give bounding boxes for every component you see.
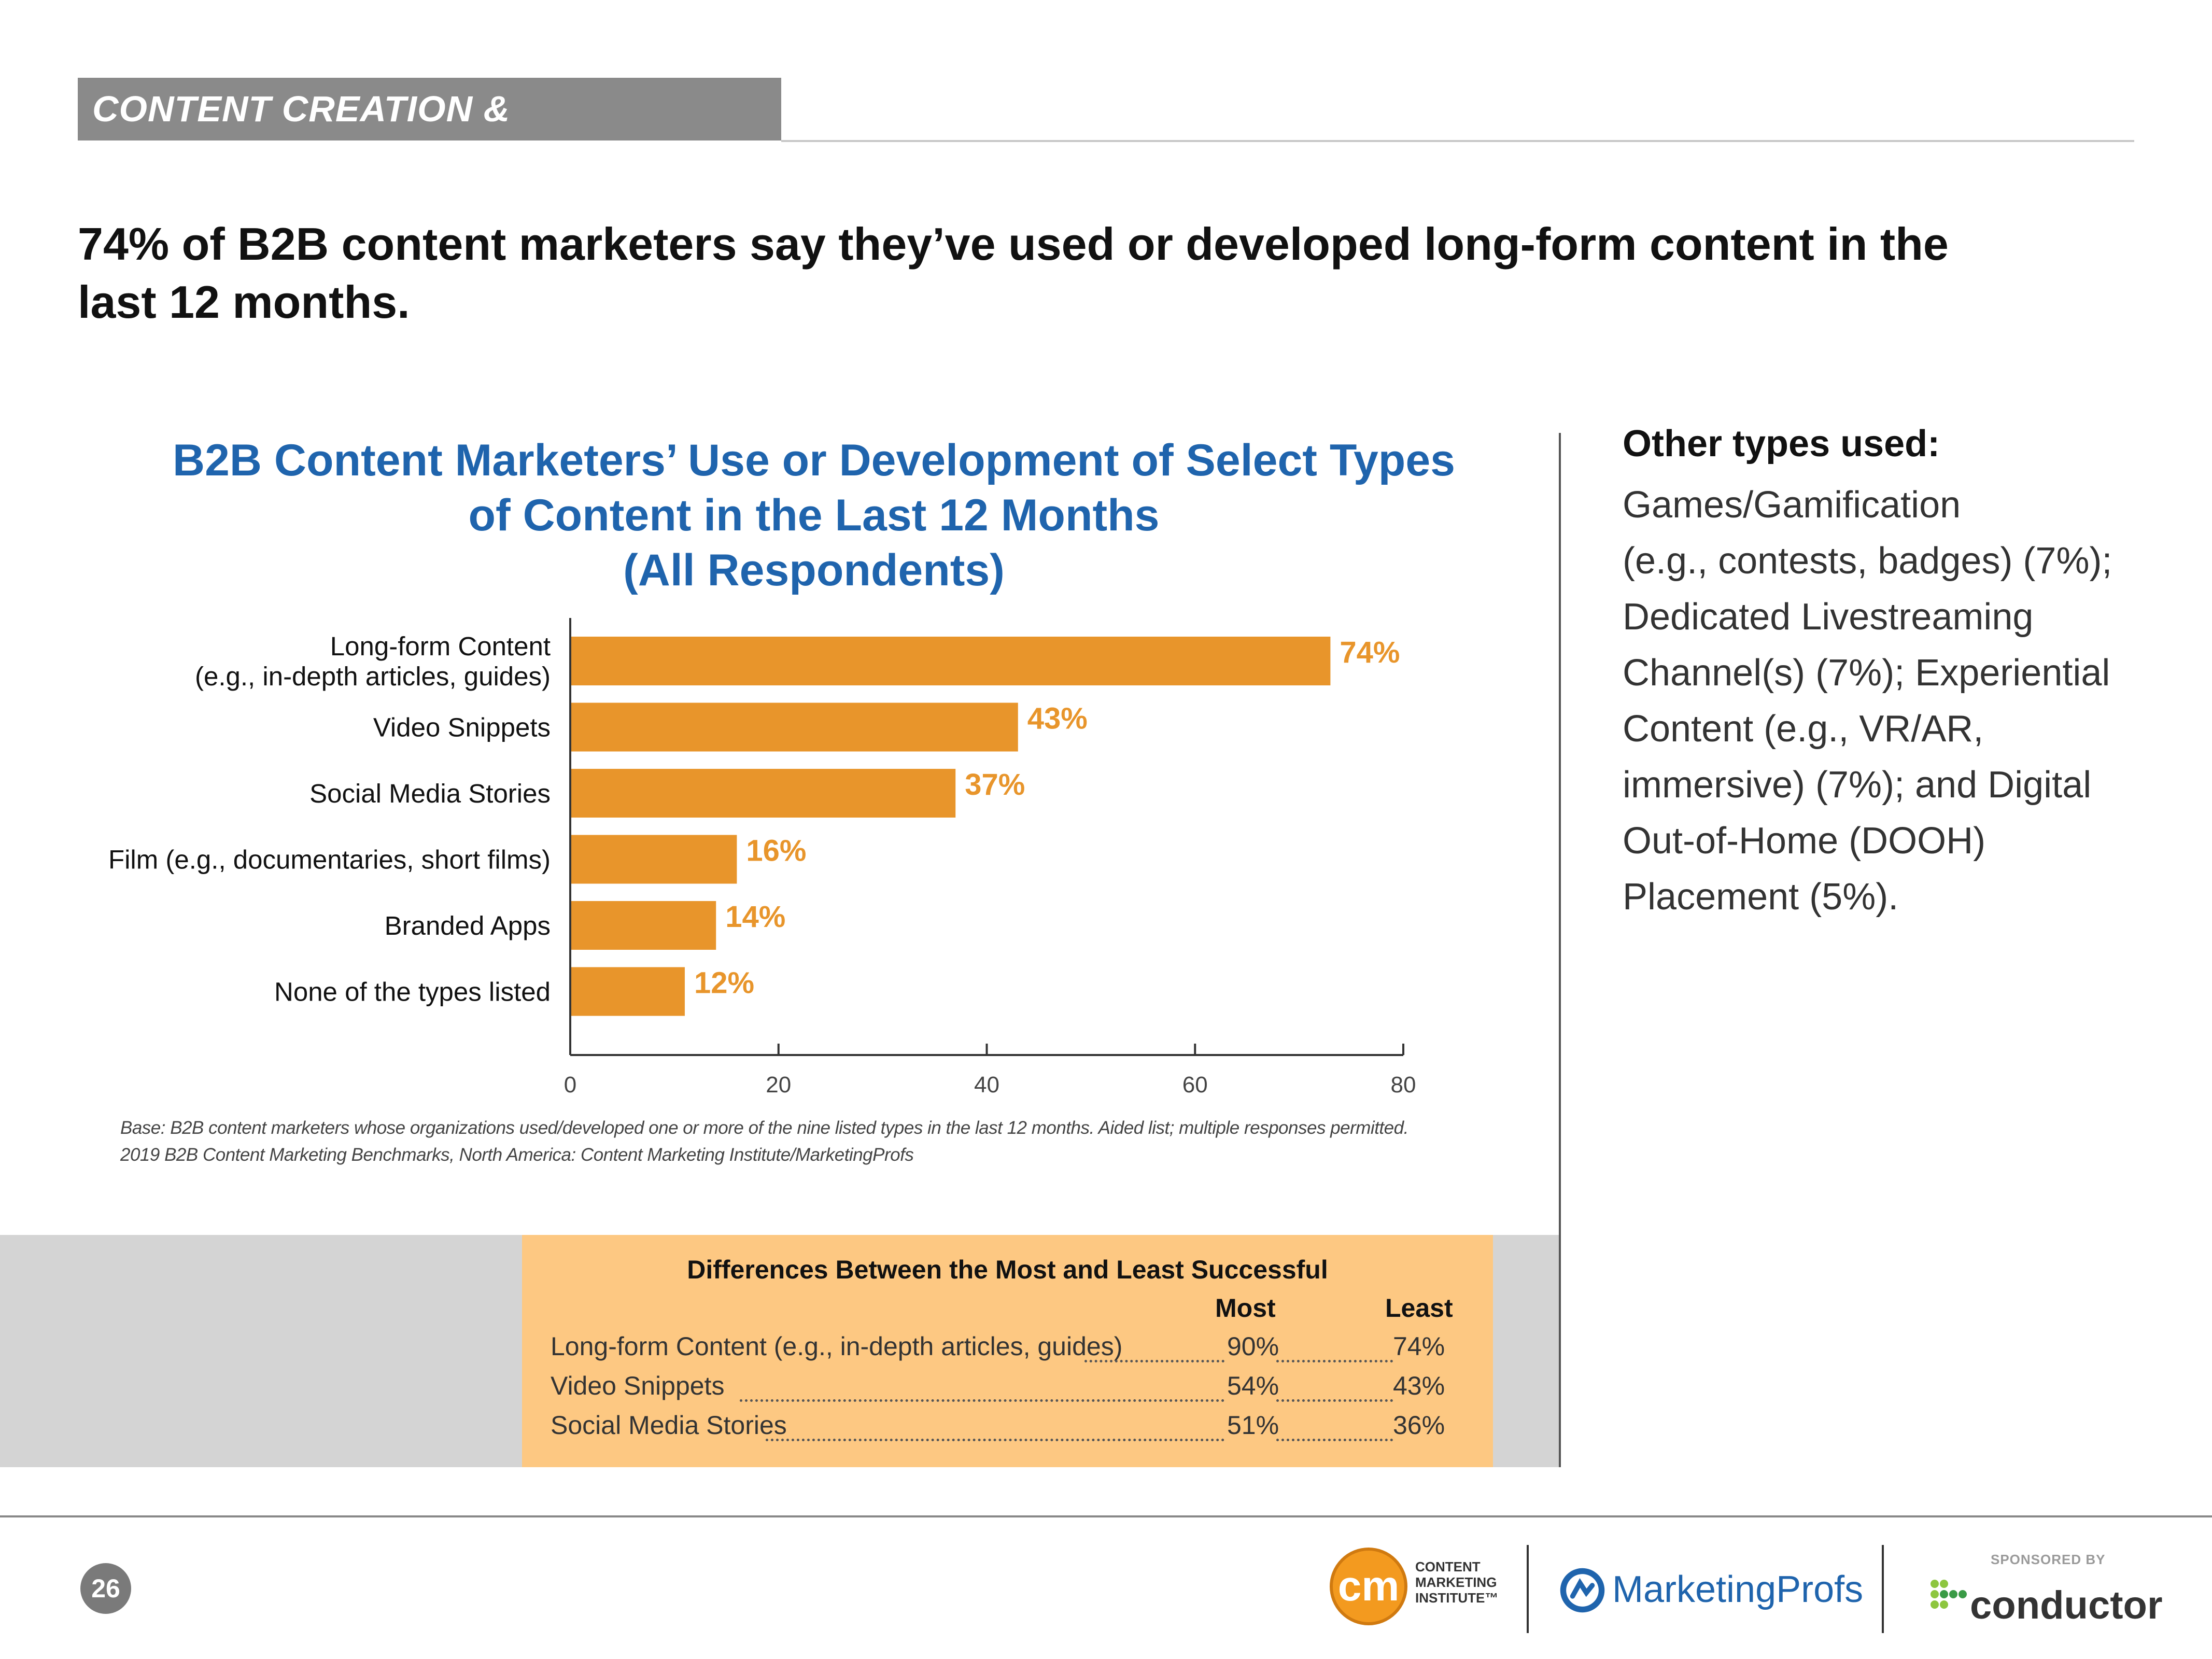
chart-footnote: Base: B2B content marketers whose organi… [120,1115,1520,1169]
x-tick-label: 0 [564,1072,576,1098]
dot-leader [1276,1371,1393,1402]
bar-value-label: 14% [725,900,785,934]
section-tab: CONTENT CREATION & DISTRIBUTION [78,78,781,192]
conductor-icon [1931,1580,1967,1609]
x-tick-label: 60 [1182,1072,1208,1098]
category-label: Long-form Content [330,631,551,661]
other-types-line: Dedicated Livestreaming [1623,596,2034,638]
headline: 74% of B2B content marketers say they’ve… [78,215,2074,331]
row-most: 54% [1227,1371,1279,1400]
sponsored-by-label: SPONSORED BY [1991,1552,2106,1567]
row-label: Social Media Stories [551,1411,787,1440]
bar-value-label: 12% [694,966,754,1000]
differences-row: Video Snippets 54% 43% [551,1368,1464,1407]
bar [570,769,956,818]
bar-chart: 74% Long-form Content(e.g., in-depth arti… [108,618,1416,1098]
row-label: Long-form Content (e.g., in-depth articl… [551,1332,1123,1361]
other-types-line: Placement (5%). [1623,876,1899,918]
category-label: Branded Apps [385,911,551,940]
cmi-logo: cm CONTENT MARKETING INSTITUTE™ [1330,1548,1498,1630]
row-least: 36% [1393,1411,1445,1440]
marketingprofs-icon [1560,1568,1605,1613]
dot-leader [1084,1331,1224,1362]
other-types-body: Games/Gamification (e.g., contests, badg… [1623,477,2157,925]
footer-separator [1527,1545,1529,1633]
dot-leader [1276,1410,1393,1441]
conductor-text: conductor [1970,1583,2163,1627]
cmi-logo-line: CONTENT [1415,1559,1481,1574]
row-label: Video Snippets [551,1371,725,1400]
category-label: Video Snippets [373,713,551,742]
headline-line-2: last 12 months. [78,276,410,328]
cmi-logo-mark: cm [1330,1548,1407,1625]
x-tick-label: 80 [1391,1072,1416,1098]
marketingprofs-logo: MarketingProfs [1558,1560,1864,1618]
dot-leader [740,1371,1224,1402]
cmi-logo-line: MARKETING [1415,1574,1497,1590]
dot-leader [1276,1331,1393,1362]
differences-row: Long-form Content (e.g., in-depth articl… [551,1328,1464,1368]
row-most: 51% [1227,1411,1279,1440]
least-header: Least [1385,1294,1453,1323]
other-types-line: immersive) (7%); and Digital [1623,764,2092,806]
x-tick-label: 20 [766,1072,791,1098]
footnote-source: 2019 B2B Content Marketing Benchmarks, N… [120,1145,914,1165]
cmi-logo-line: INSTITUTE™ [1415,1590,1499,1606]
differences-header: Most Least [551,1288,1464,1328]
headline-line-1: 74% of B2B content marketers say they’ve… [78,218,1949,270]
bar [570,901,716,950]
most-header: Most [1215,1294,1276,1323]
column-divider [1559,433,1561,1467]
other-types-line: Games/Gamification [1623,484,1961,526]
other-types-line: (e.g., contests, badges) (7%); [1623,540,2112,582]
category-label: (e.g., in-depth articles, guides) [195,662,551,691]
differences-row: Social Media Stories 51% 36% [551,1407,1464,1446]
footer-rule [0,1515,2212,1517]
section-rule [781,140,2134,142]
other-types-line: Content (e.g., VR/AR, [1623,708,1984,750]
cmi-logo-text: CONTENT MARKETING INSTITUTE™ [1415,1559,1498,1606]
category-label: None of the types listed [274,977,551,1007]
other-types-line: Out-of-Home (DOOH) [1623,820,1986,862]
chart-title: B2B Content Marketers’ Use or Developmen… [119,433,1509,598]
bar [570,702,1018,752]
other-types-line: Channel(s) (7%); Experiential [1623,652,2110,694]
chart-title-line-2: of Content in the Last 12 Months [468,490,1160,540]
x-tick-label: 40 [974,1072,999,1098]
bar [570,967,685,1016]
category-label: Social Media Stories [309,779,551,808]
bar-value-label: 43% [1027,702,1088,736]
bar-value-label: 37% [965,768,1025,802]
row-least: 43% [1393,1371,1445,1400]
row-most: 90% [1227,1332,1279,1361]
row-least: 74% [1393,1332,1445,1361]
differences-box: Differences Between the Most and Least S… [522,1235,1493,1467]
footer-separator [1882,1545,1884,1633]
category-label: Film (e.g., documentaries, short films) [108,845,551,875]
differences-title: Differences Between the Most and Least S… [687,1255,1328,1284]
bar-value-label: 74% [1340,636,1400,669]
bar [570,835,737,884]
chart-title-line-3: (All Respondents) [623,545,1005,595]
dot-leader [766,1410,1224,1441]
other-types-title: Other types used: [1623,423,1940,465]
page-number: 26 [80,1563,131,1614]
marketingprofs-text: MarketingProfs [1612,1569,1864,1610]
bar-value-label: 16% [746,834,806,868]
chart-title-line-1: B2B Content Marketers’ Use or Developmen… [172,435,1455,485]
footnote-base: Base: B2B content marketers whose organi… [120,1118,1408,1138]
conductor-logo: SPONSORED BY conductor [1928,1548,2163,1636]
bar [570,637,1331,685]
